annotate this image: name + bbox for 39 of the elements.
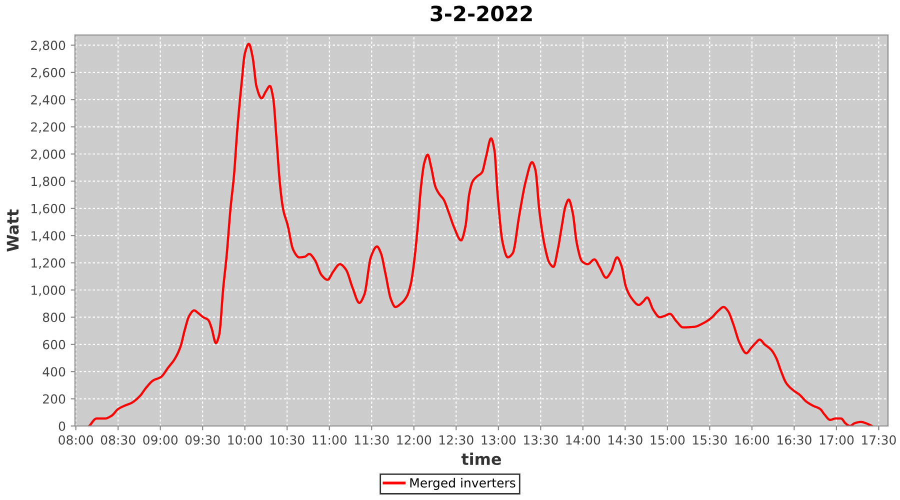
x-tick-label: 10:30 — [270, 435, 304, 445]
x-tick-label: 09:00 — [143, 435, 178, 445]
x-axis-title: time — [461, 452, 502, 466]
x-tick-label: 08:00 — [58, 435, 94, 445]
x-tick-label: 16:30 — [778, 435, 812, 445]
x-tick-label: 13:30 — [524, 435, 558, 445]
x-tick-label: 12:00 — [397, 435, 432, 445]
y-tick-label: 1,400 — [32, 231, 66, 242]
y-tick-label: 0 — [58, 421, 66, 431]
y-tick-label: 2,000 — [31, 149, 66, 160]
x-tick-label: 09:30 — [185, 435, 220, 445]
x-tick-label: 16:00 — [735, 435, 770, 445]
y-tick-label: 2,200 — [31, 122, 66, 133]
x-tick-label: 11:00 — [312, 435, 347, 445]
x-tick-label: 17:00 — [820, 435, 854, 445]
x-tick-label: 13:00 — [482, 435, 516, 445]
x-tick-label: 15:00 — [650, 435, 685, 445]
x-tick-label: 12:30 — [440, 435, 474, 445]
y-tick-label: 2,400 — [31, 95, 66, 106]
y-tick-label: 1,200 — [32, 258, 66, 269]
y-tick-label: 1,000 — [32, 285, 66, 296]
legend-label: Merged inverters — [410, 478, 516, 490]
y-tick-label: 400 — [42, 367, 66, 377]
y-tick-label: 600 — [42, 340, 66, 350]
chart-title: 3-2-2022 — [430, 6, 532, 22]
x-tick-label: 08:30 — [100, 435, 136, 445]
y-tick-label: 1,600 — [32, 204, 66, 215]
y-axis-title: Watt — [6, 209, 19, 252]
x-tick-label: 15:30 — [693, 435, 727, 445]
x-tick-label: 10:00 — [228, 435, 262, 445]
x-tick-label: 17:30 — [862, 435, 896, 445]
y-tick-label: 2,800 — [31, 40, 66, 52]
x-tick-label: 11:30 — [354, 435, 389, 445]
x-tick-label: 14:30 — [608, 435, 642, 445]
y-tick-label: 200 — [43, 394, 66, 404]
y-tick-label: 1,800 — [32, 176, 66, 188]
y-tick-label: 800 — [42, 312, 66, 322]
y-tick-label: 2,600 — [31, 68, 66, 79]
x-tick-label: 14:00 — [566, 435, 600, 445]
